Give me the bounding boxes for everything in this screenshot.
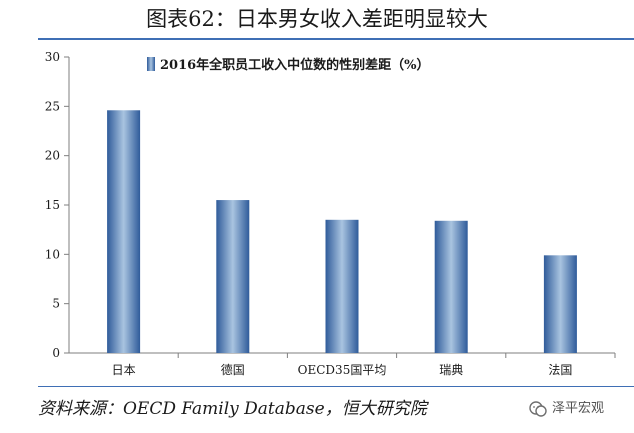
y-tick-label: 25 — [45, 99, 60, 113]
title-rule — [38, 38, 634, 40]
x-axis-labels: 日本 德国 OECD35国平均 瑞典 法国 — [112, 353, 616, 377]
source-note: 资料来源：OECD Family Database，恒大研究院 — [38, 399, 427, 419]
y-tick-label: 15 — [45, 198, 60, 212]
bar — [107, 110, 141, 353]
bar — [325, 219, 359, 353]
y-tick-label: 20 — [45, 149, 60, 163]
page-title: 图表62：日本男女收入差距明显较大 — [146, 7, 488, 31]
bars — [107, 110, 577, 353]
bar — [434, 220, 468, 353]
legend-swatch — [147, 57, 155, 71]
y-axis-ticks: 0 5 10 15 20 25 30 — [45, 50, 69, 360]
bar — [543, 255, 577, 353]
legend-label: 2016年全职员工收入中位数的性别差距（%） — [160, 57, 430, 73]
wechat-icon — [529, 401, 547, 417]
y-tick-label: 0 — [52, 346, 60, 360]
y-tick-label: 5 — [52, 297, 60, 311]
legend: 2016年全职员工收入中位数的性别差距（%） — [147, 57, 430, 73]
bar — [216, 200, 250, 353]
watermark: 泽平宏观 — [528, 392, 604, 426]
y-tick-label: 10 — [45, 247, 60, 261]
x-tick-label: 法国 — [548, 363, 572, 377]
x-tick-label: 德国 — [221, 362, 245, 377]
watermark-text: 泽平宏观 — [552, 401, 605, 416]
bar-chart: 0 5 10 15 20 25 30 日本 德国 OECD35国平均 瑞典 法国 2016年全职员工… — [45, 50, 616, 377]
x-tick-label: 瑞典 — [439, 363, 463, 377]
x-tick-label: 日本 — [112, 363, 136, 377]
y-tick-label: 30 — [45, 50, 60, 64]
source-rule — [38, 386, 634, 387]
x-tick-label: OECD35国平均 — [298, 363, 387, 377]
